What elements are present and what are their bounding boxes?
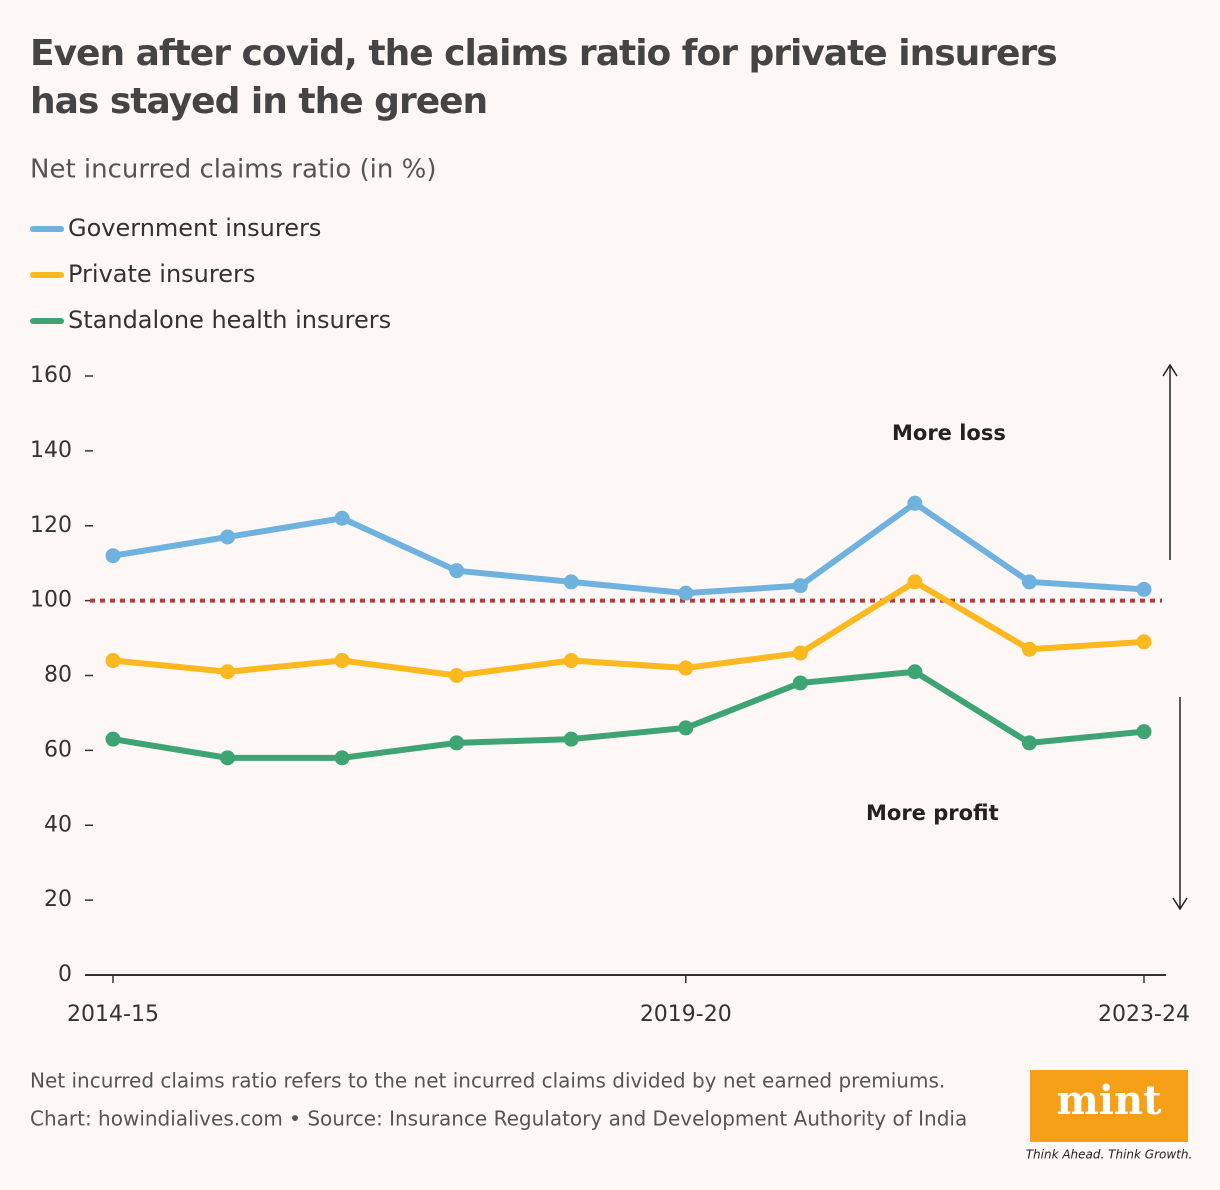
point <box>105 548 121 564</box>
point <box>1021 735 1037 751</box>
point <box>907 664 923 680</box>
point <box>792 578 808 594</box>
point <box>1021 641 1037 657</box>
y-tick-label: 120 <box>30 513 72 538</box>
annotation: More loss <box>892 421 1006 445</box>
point <box>907 495 923 511</box>
point <box>1136 581 1152 597</box>
x-tick-label: 2023-24 <box>1098 1002 1190 1027</box>
point <box>449 668 465 683</box>
y-tick-label: 20 <box>44 887 72 912</box>
series-line <box>112 500 1145 597</box>
point <box>220 750 236 766</box>
chart-title: Even after covid, the claims ratio for p… <box>30 33 1057 122</box>
point <box>792 675 808 691</box>
y-tick-label: 0 <box>58 962 72 987</box>
point <box>792 645 808 661</box>
point <box>334 750 350 766</box>
point <box>449 563 465 579</box>
annotation: More profit <box>866 801 999 825</box>
arrows <box>1162 363 1188 911</box>
logo: mint <box>1056 1077 1162 1124</box>
series-line <box>112 668 1145 761</box>
y-tick-label: 100 <box>30 588 72 613</box>
point <box>1136 634 1152 650</box>
logo-tagline: Think Ahead. Think Growth. <box>1026 1148 1193 1162</box>
point <box>678 660 694 676</box>
y-tick-label: 160 <box>30 363 72 388</box>
legend-label: Government insurers <box>68 214 321 242</box>
legend-label: Standalone health insurers <box>68 306 391 334</box>
point <box>678 720 694 736</box>
point <box>334 510 350 526</box>
point <box>1021 574 1037 590</box>
point <box>105 653 121 669</box>
point <box>678 585 694 601</box>
subtitle: Net incurred claims ratio (in %) <box>30 155 436 185</box>
logo-box <box>1030 1070 1188 1142</box>
point <box>907 574 923 590</box>
point <box>220 529 236 545</box>
y-tick-label: 40 <box>44 812 72 837</box>
point <box>449 735 465 751</box>
x-tick-label: 2019-20 <box>640 1002 732 1027</box>
point <box>563 574 579 590</box>
point <box>334 653 350 669</box>
series-line <box>112 578 1145 679</box>
note: Net incurred claims ratio refers to the … <box>30 1069 945 1093</box>
y-tick-label: 60 <box>44 737 72 762</box>
y-tick-label: 140 <box>30 438 72 463</box>
legend-label: Private insurers <box>68 260 255 288</box>
point <box>220 664 236 680</box>
y-tick-label: 80 <box>44 663 72 688</box>
x-tick-label: 2014-15 <box>67 1002 159 1027</box>
source: Chart: howindialives.com • Source: Insur… <box>30 1107 967 1131</box>
point <box>563 731 579 747</box>
point <box>105 731 121 747</box>
point <box>1136 724 1152 740</box>
point <box>563 653 579 669</box>
